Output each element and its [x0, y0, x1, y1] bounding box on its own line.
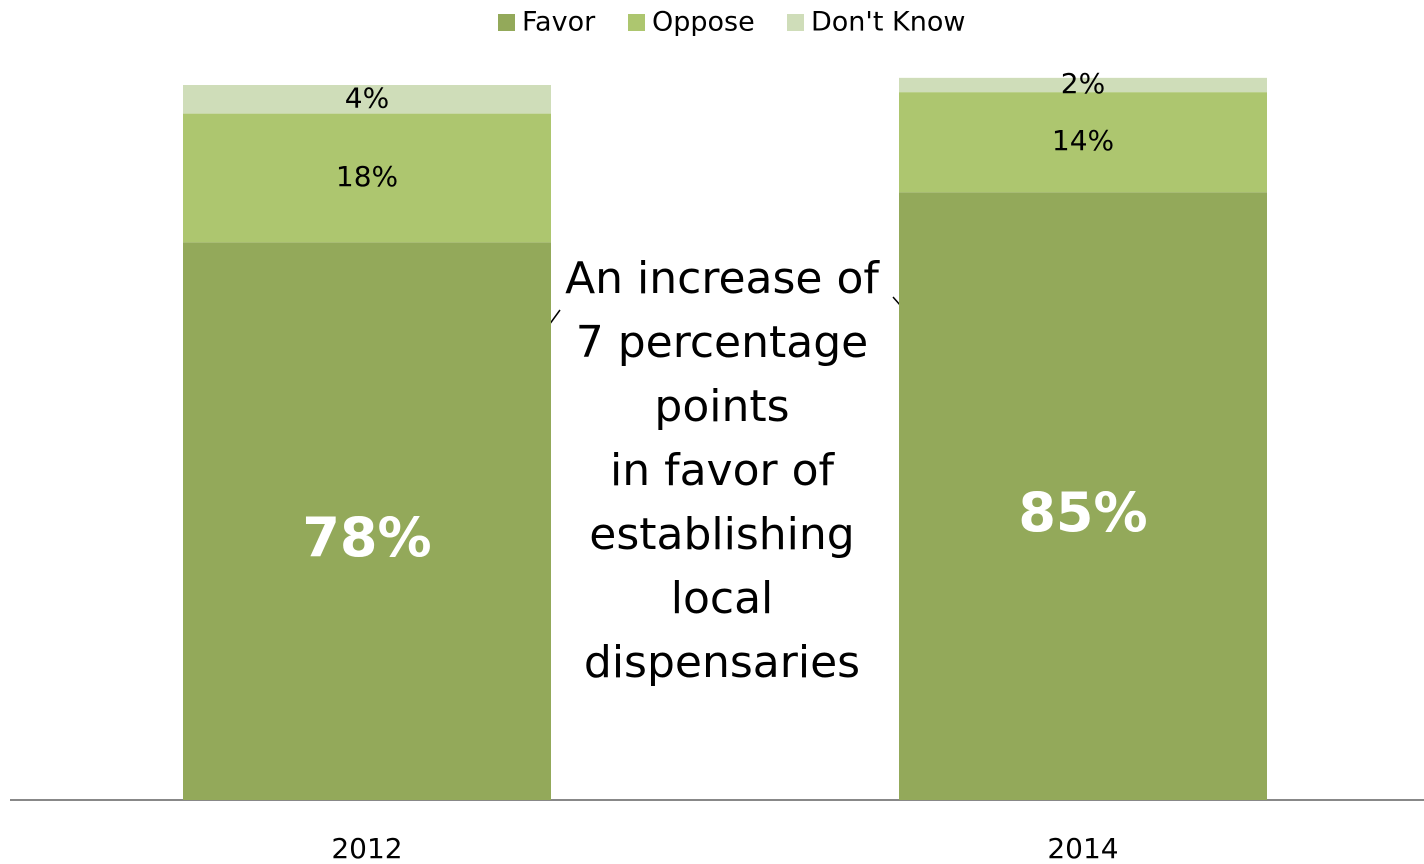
annotation: points [654, 381, 789, 432]
annotation: establishing [589, 509, 854, 560]
annotation: dispensaries [584, 637, 860, 688]
legend-label: Oppose [652, 7, 755, 38]
legend-label: Don't Know [811, 7, 965, 38]
legend-swatch [787, 14, 804, 31]
legend-swatch [498, 14, 515, 31]
legend-swatch [628, 14, 645, 31]
value-label: 85% [1018, 481, 1147, 544]
x-tick-label: 2012 [331, 832, 402, 864]
legend-label: Favor [522, 7, 596, 38]
bar-segment [899, 92, 1267, 193]
value-label: 4% [345, 81, 389, 114]
bar-segment [183, 242, 551, 801]
value-label: 14% [1052, 124, 1114, 157]
bar-segment [899, 77, 1267, 93]
annotation: in favor of [610, 445, 836, 496]
value-label: 2% [1061, 67, 1105, 100]
annotation: local [671, 573, 774, 624]
bar-segment [183, 85, 551, 114]
bar-segment [183, 113, 551, 243]
value-label: 78% [302, 506, 431, 569]
value-label: 18% [336, 160, 398, 193]
bar-segment [899, 192, 1267, 800]
x-tick-label: 2014 [1047, 832, 1118, 864]
annotation: 7 percentage [576, 317, 868, 368]
annotation: An increase of [565, 253, 880, 304]
